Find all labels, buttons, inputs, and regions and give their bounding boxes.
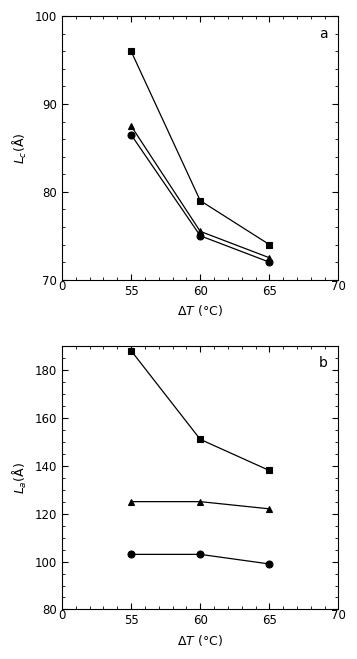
Text: a: a bbox=[319, 26, 327, 41]
X-axis label: $\Delta\it{T}$ (°C): $\Delta\it{T}$ (°C) bbox=[177, 633, 223, 648]
Text: b: b bbox=[318, 357, 327, 370]
X-axis label: $\Delta\it{T}$ (°C): $\Delta\it{T}$ (°C) bbox=[177, 303, 223, 318]
Y-axis label: $\it{L}_c$$\rm{(\AA)}$: $\it{L}_c$$\rm{(\AA)}$ bbox=[11, 132, 29, 163]
Text: 0: 0 bbox=[58, 610, 66, 623]
Text: 0: 0 bbox=[58, 279, 66, 293]
Text: 70: 70 bbox=[331, 610, 346, 623]
Y-axis label: $\it{L}_a$$\rm{(\AA)}$: $\it{L}_a$$\rm{(\AA)}$ bbox=[11, 462, 29, 494]
Text: 70: 70 bbox=[331, 279, 346, 293]
